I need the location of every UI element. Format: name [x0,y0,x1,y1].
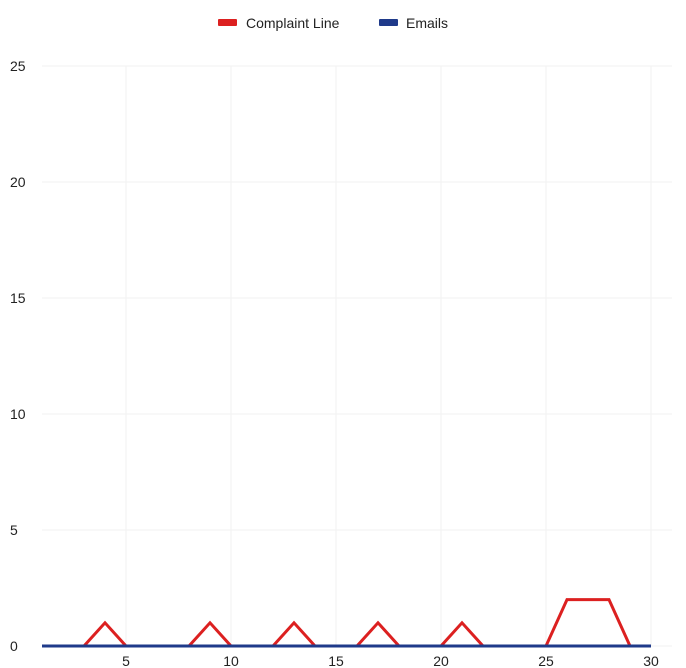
legend-label-emails: Emails [406,15,448,31]
y-tick-label: 20 [10,174,26,190]
series-line-complaint-line [42,598,651,648]
y-tick-label: 0 [10,638,18,654]
grid [42,65,672,647]
x-axis: 5 10 15 20 25 30 [122,653,659,668]
x-tick-label: 20 [433,653,449,668]
x-tick-label: 30 [643,653,659,668]
y-tick-label: 25 [10,58,26,74]
x-tick-label: 15 [328,653,344,668]
x-tick-label: 5 [122,653,130,668]
y-axis: 0 5 10 15 20 25 [10,58,26,654]
legend-swatch-emails [379,19,398,26]
y-tick-label: 15 [10,290,26,306]
y-tick-label: 5 [10,522,18,538]
series-group [42,598,651,648]
legend-label-complaint-line: Complaint Line [246,15,340,31]
y-tick-label: 10 [10,406,26,422]
x-tick-label: 10 [223,653,239,668]
legend-swatch-complaint-line [218,19,237,26]
x-tick-label: 25 [538,653,554,668]
legend: Complaint Line Emails [218,15,448,31]
